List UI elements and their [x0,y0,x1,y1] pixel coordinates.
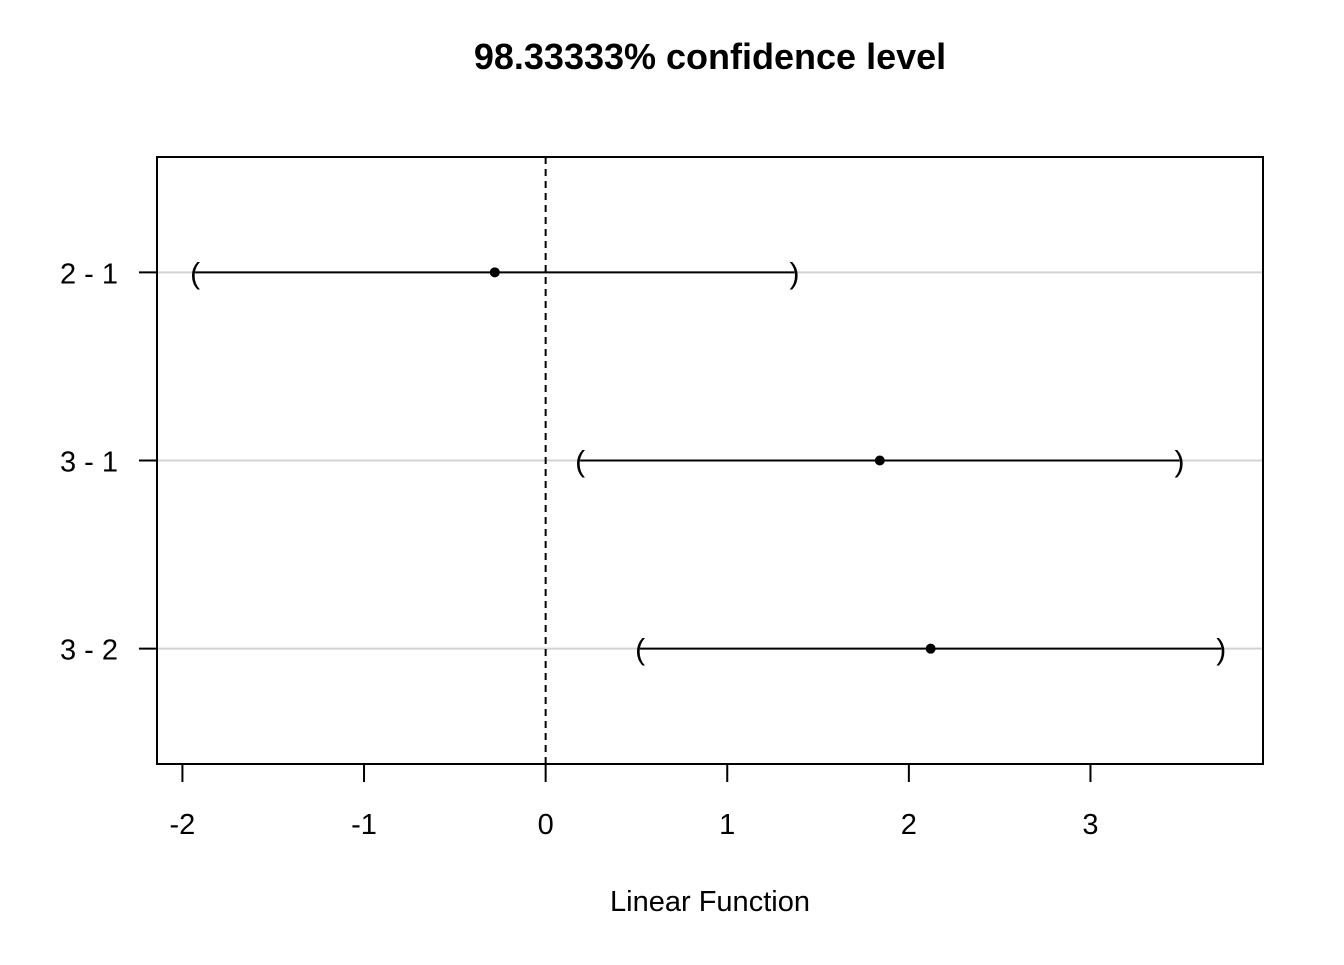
interval-upper-bracket: ) [789,257,799,290]
y-tick-label: 3 - 2 [60,635,118,667]
y-tick-label: 2 - 1 [60,258,118,290]
interval-lower-bracket: ( [190,257,200,290]
interval-upper-bracket: ) [1174,446,1184,479]
interval-lower-bracket: ( [575,446,585,479]
x-tick-label: 3 [1082,809,1098,841]
interval-upper-bracket: ) [1216,634,1226,667]
x-tick-label: -1 [351,809,377,841]
y-tick-label: 3 - 1 [60,447,118,479]
interval-estimate-point [489,267,500,278]
intervals-layer: () () () [190,257,1226,666]
interval-estimate-point [874,455,885,466]
x-tick-label: 2 [901,809,917,841]
chart-title: 98.33333% confidence level [474,36,946,77]
x-axis: -2 -1 0 1 2 3 [170,763,1099,841]
y-axis: 2 - 1 3 - 1 3 - 2 [60,258,157,667]
x-tick-label: 1 [719,809,735,841]
x-tick-label: -2 [170,809,196,841]
x-tick-label: 0 [538,809,554,841]
interval-lower-bracket: ( [635,634,645,667]
x-axis-label: Linear Function [610,886,810,918]
interval-estimate-point [925,643,936,654]
